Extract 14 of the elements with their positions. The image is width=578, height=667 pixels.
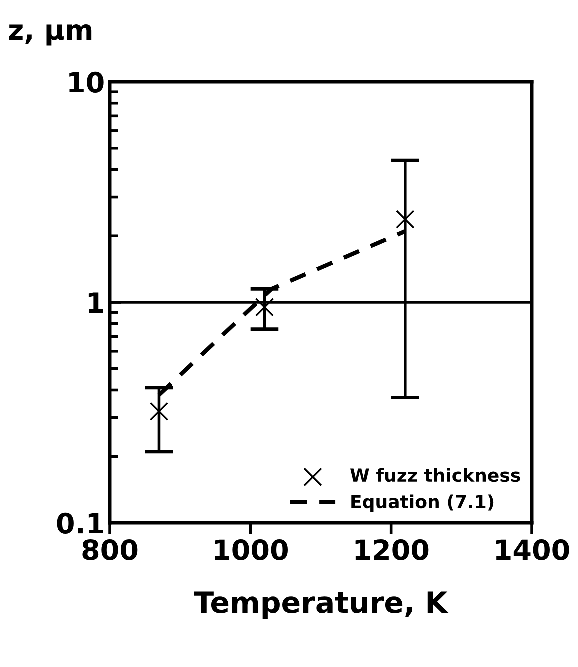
x-tick-label: 800: [82, 539, 138, 560]
y-tick-label: 1: [88, 292, 104, 314]
y-tick-label: 10: [70, 72, 104, 93]
x-tick-label: 1200: [356, 539, 429, 560]
x-tick-label: 1000: [215, 539, 288, 560]
point: [150, 402, 169, 422]
point: [255, 298, 274, 317]
x-tick-label: 1400: [496, 539, 570, 560]
point: [396, 210, 415, 229]
y-axis-title: z, μm: [9, 24, 92, 46]
y-tick-label: 0.1: [57, 512, 104, 534]
legend-label: Equation (7.1): [352, 494, 494, 512]
legend-label: W fuzz thickness: [350, 468, 520, 482]
x-axis-title: Temperature, K: [194, 592, 449, 620]
